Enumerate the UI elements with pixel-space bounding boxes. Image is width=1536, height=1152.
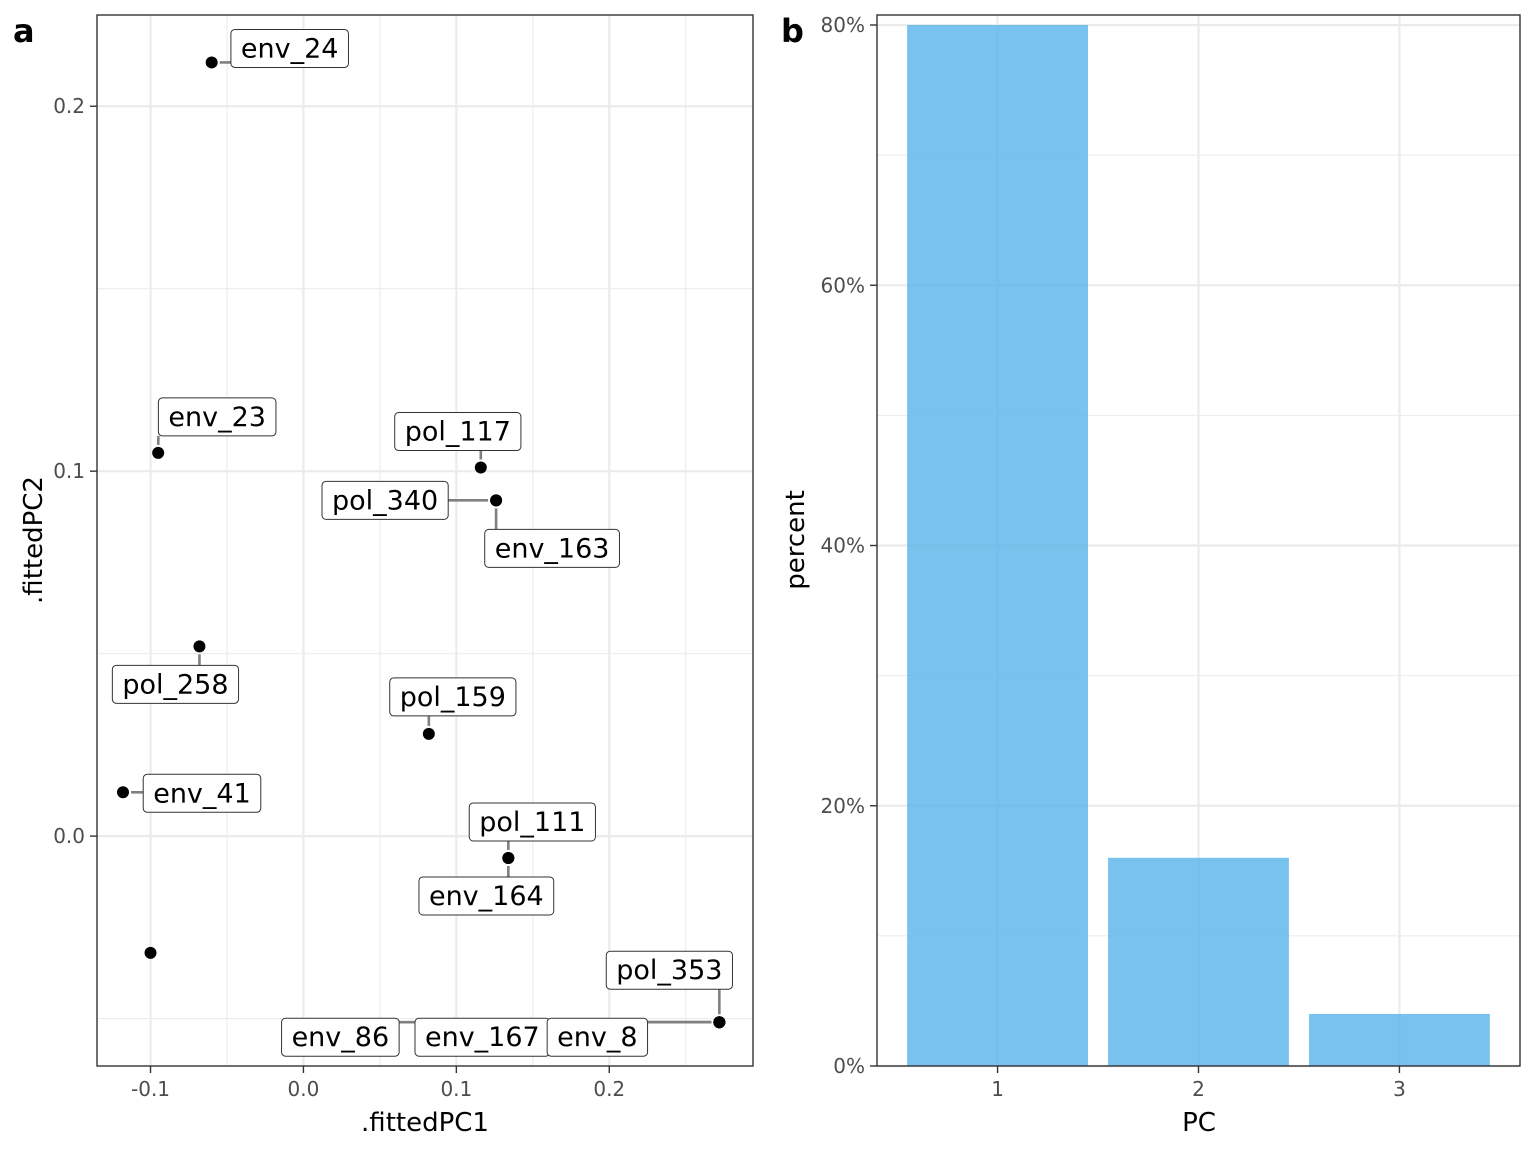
data-point xyxy=(422,727,435,740)
panel-b-x-ticks: 1 2 3 xyxy=(991,1066,1406,1101)
point-label-env_23: env_23 xyxy=(157,397,277,437)
x-tick-label: 0.1 xyxy=(440,1077,472,1101)
point-label-box xyxy=(484,528,620,568)
point-label-env_24: env_24 xyxy=(230,28,349,68)
bar-pc-3 xyxy=(1309,1013,1490,1066)
data-point xyxy=(474,461,487,474)
x-tick-label: 3 xyxy=(1393,1077,1406,1101)
panel-b-x-title: PC xyxy=(1182,1108,1216,1138)
panel-a-point-labels: env_24 env_23 pol_117 pol_340 env_163 pol_258… xyxy=(111,28,733,1057)
point-label-box xyxy=(605,950,733,990)
point-label-env_41: env_41 xyxy=(142,773,262,813)
y-tick-label: 60% xyxy=(821,273,865,297)
point-label-pol_159: pol_159 xyxy=(389,677,517,717)
data-point xyxy=(490,494,503,507)
point-label-box xyxy=(142,773,262,813)
panel-b-y-title: percent xyxy=(781,490,811,590)
point-label-text: env_167 xyxy=(425,1022,540,1053)
point-label-pol_353: pol_353 xyxy=(605,950,733,990)
panel-b-tag: b xyxy=(781,12,804,50)
data-point xyxy=(152,446,165,459)
panel-b-bars xyxy=(907,25,1490,1066)
y-tick-label: 20% xyxy=(821,794,865,818)
point-label-box xyxy=(111,664,240,704)
data-point xyxy=(193,640,206,653)
point-label-box xyxy=(389,677,517,717)
panel-a-x-ticks: -0.1 0.0 0.1 0.2 xyxy=(131,1066,625,1101)
point-label-box xyxy=(321,480,449,520)
point-label-box xyxy=(394,412,522,452)
point-label-text: env_164 xyxy=(429,881,544,912)
y-tick-label: 0.1 xyxy=(53,459,85,483)
point-label-text: pol_353 xyxy=(616,955,722,986)
x-tick-label: 2 xyxy=(1192,1077,1205,1101)
y-tick-label: 0.0 xyxy=(53,824,85,848)
y-tick-label: 80% xyxy=(821,13,865,37)
panel-a-border xyxy=(96,14,754,1067)
y-tick-label: 40% xyxy=(821,534,865,558)
panel-a-x-title: .fittedPC1 xyxy=(361,1108,489,1138)
data-point xyxy=(713,1016,726,1029)
point-label-text: env_86 xyxy=(292,1022,390,1053)
point-label-text: env_41 xyxy=(153,778,251,809)
point-label-env_86: env_86 xyxy=(281,1017,400,1057)
point-label-box xyxy=(230,28,349,68)
bar-pc-2 xyxy=(1108,857,1289,1066)
point-label-text: env_24 xyxy=(241,33,339,64)
panel-a-points xyxy=(116,56,726,1029)
point-label-text: pol_159 xyxy=(400,682,506,713)
point-label-pol_340: pol_340 xyxy=(321,480,449,520)
x-tick-label: -0.1 xyxy=(131,1077,170,1101)
point-label-env_163: env_163 xyxy=(484,528,620,568)
point-label-box xyxy=(546,1017,649,1057)
y-tick-label: 0% xyxy=(833,1054,865,1078)
data-point xyxy=(144,946,157,959)
point-label-pol_258: pol_258 xyxy=(111,664,240,704)
point-label-env_8: env_8 xyxy=(546,1017,649,1057)
point-label-text: env_8 xyxy=(557,1022,637,1053)
point-label-box xyxy=(468,802,596,842)
point-label-env_164: env_164 xyxy=(418,876,555,916)
data-point xyxy=(502,851,515,864)
point-label-pol_117: pol_117 xyxy=(394,412,522,452)
x-tick-label: 0.0 xyxy=(288,1077,320,1101)
panel-b-bar: 1 2 3 0% 20% 40% 60% 80% PC percent b xyxy=(781,12,1521,1138)
data-point xyxy=(205,56,218,69)
point-label-text: pol_111 xyxy=(479,807,585,838)
point-label-box xyxy=(157,397,277,437)
point-label-text: env_163 xyxy=(495,533,610,564)
panel-a-y-ticks: 0.0 0.1 0.2 xyxy=(53,94,97,848)
point-label-text: pol_258 xyxy=(122,669,228,700)
point-label-box xyxy=(281,1017,400,1057)
panel-b-y-ticks: 0% 20% 40% 60% 80% xyxy=(821,13,877,1078)
y-tick-label: 0.2 xyxy=(53,94,85,118)
point-label-env_167: env_167 xyxy=(414,1017,551,1057)
point-label-text: pol_117 xyxy=(405,417,511,448)
data-point xyxy=(116,786,129,799)
panel-a-tag: a xyxy=(13,12,35,50)
panel-a-scatter: env_24 env_23 pol_117 pol_340 env_163 pol_258… xyxy=(13,12,754,1138)
panel-a-y-title: .fittedPC2 xyxy=(19,476,49,604)
bar-pc-1 xyxy=(907,25,1088,1066)
point-label-text: pol_340 xyxy=(332,485,438,516)
point-label-text: env_23 xyxy=(168,402,266,433)
point-label-pol_111: pol_111 xyxy=(468,802,596,842)
x-tick-label: 1 xyxy=(991,1077,1004,1101)
point-label-box xyxy=(418,876,555,916)
x-tick-label: 0.2 xyxy=(593,1077,625,1101)
